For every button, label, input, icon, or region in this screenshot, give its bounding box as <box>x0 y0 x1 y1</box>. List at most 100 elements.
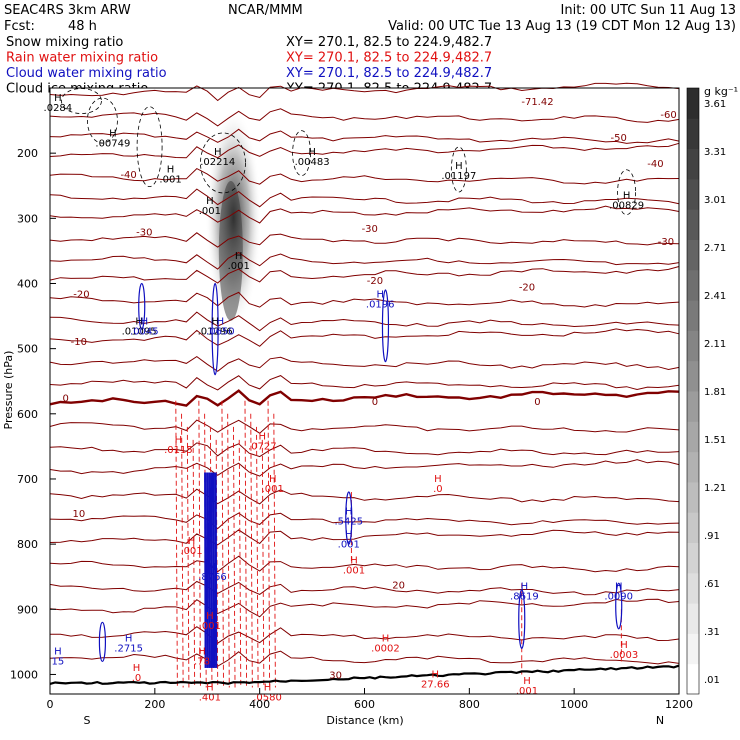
colorbar-bin <box>687 209 699 240</box>
colorbar-bin <box>687 481 699 513</box>
legend-xy: XY= 270.1, 82.5 to 224.9,482.7 <box>286 35 492 50</box>
snow-contours <box>61 88 636 216</box>
colorbar-bin <box>687 451 699 483</box>
colorbar-label: .91 <box>704 531 720 542</box>
max-marker: H <box>206 611 214 622</box>
x-axis-label: Distance (km) <box>326 714 403 727</box>
y-tick-label: 700 <box>17 473 38 486</box>
north-label: N <box>656 714 664 727</box>
temperature-label: -71.42 <box>521 97 553 108</box>
cloud-water-contour <box>615 582 623 630</box>
y-axis-label: Pressure (hPa) <box>2 351 15 430</box>
cloud-water-contour <box>212 472 216 668</box>
rain-contour <box>256 426 259 688</box>
max-marker: H <box>125 634 133 645</box>
max-marker: H <box>269 474 277 485</box>
max-value: .0 <box>433 484 443 495</box>
colorbar-label: 1.81 <box>704 387 726 398</box>
cloud-water-contours <box>98 282 623 668</box>
colorbar-label: .61 <box>704 579 720 590</box>
max-marker: H <box>382 634 390 645</box>
colorbar-label: 1.21 <box>704 483 726 494</box>
max-marker: H <box>188 536 196 547</box>
snow-contour <box>87 97 118 144</box>
ice-core <box>218 180 243 321</box>
y-tick-label: 200 <box>17 147 38 160</box>
temperature-contour <box>49 650 680 667</box>
colorbar-bin <box>687 118 699 150</box>
temperature-contour <box>49 82 680 102</box>
valid-time: Valid: 00 UTC Tue 13 Aug 13 (19 CDT Mon … <box>388 19 736 34</box>
terrain-line <box>49 664 680 685</box>
temperature-contour <box>49 128 680 144</box>
temperature-contour <box>49 512 680 530</box>
temperature-labels: -71.42 -60 -50 -40 -40 -30 -30 -30 -20 -20 -20 -10 0… <box>63 97 677 681</box>
max-marker: H <box>141 316 149 327</box>
temperature-label: 10 <box>72 509 85 520</box>
y-tick-label: 900 <box>17 603 38 616</box>
colorbar-bin <box>687 269 699 301</box>
temperature-contour <box>49 328 680 347</box>
max-value: .0002 <box>371 644 400 655</box>
max-value: .0196 <box>366 300 395 311</box>
max-value: .0045 <box>130 326 159 337</box>
temperature-contour <box>49 142 680 159</box>
temperature-label: 0 <box>63 394 69 405</box>
max-marker: H <box>217 316 225 327</box>
max-value: .001 <box>199 206 221 217</box>
temperature-contour <box>50 626 680 644</box>
fcst-value: 48 h <box>68 19 97 34</box>
temperature-label: -40 <box>120 170 136 181</box>
max-value: .001 <box>180 546 202 557</box>
max-marker: H <box>455 161 463 172</box>
max-value: .78 <box>194 657 210 668</box>
temperature-label: -30 <box>658 237 674 248</box>
temperature-label: -20 <box>73 289 89 300</box>
max-marker: H <box>615 582 623 593</box>
max-marker: H <box>209 562 217 573</box>
max-value: .00483 <box>295 157 330 168</box>
cloud-ice-shading <box>205 108 262 329</box>
x-tick-label: 200 <box>144 698 165 711</box>
y-axis: 200 300 400 500 600 700 800 900 1000 <box>10 147 56 681</box>
cloud-water-contour <box>210 472 214 668</box>
temperature-label: -20 <box>367 276 383 287</box>
cloud-water-contour <box>211 282 219 376</box>
max-marker: H <box>206 196 214 207</box>
cloud-water-contour <box>206 472 209 668</box>
max-marker: H <box>350 555 358 566</box>
temperature-contour <box>49 488 680 505</box>
cloud-water-contour <box>214 472 218 668</box>
rain-contour <box>238 439 242 688</box>
temperature-contours <box>49 82 680 667</box>
legend-entry: Rain water mixing ratio <box>6 51 158 66</box>
rain-contour <box>181 413 184 688</box>
max-value: .0650 <box>206 326 235 337</box>
south-label: S <box>84 714 91 727</box>
max-value: .5425 <box>334 517 363 528</box>
max-value: .01296 <box>198 326 233 337</box>
x-tick-label: 600 <box>354 698 375 711</box>
max-marker: H <box>206 683 214 694</box>
snow-contour <box>292 130 312 177</box>
max-value: .01197 <box>441 171 476 182</box>
colorbar-label: 2.71 <box>704 243 726 254</box>
max-value: .0090 <box>604 592 633 603</box>
colorbar-label: 3.31 <box>704 147 726 158</box>
fcst-label: Fcst: <box>4 19 35 34</box>
temperature-contour <box>49 555 680 573</box>
colorbar-bin <box>687 572 699 604</box>
rain-contour <box>250 413 253 688</box>
temperature-label: -30 <box>362 224 378 235</box>
max-marker: H <box>175 435 183 446</box>
max-value: .0003 <box>610 650 639 661</box>
max-value: .401 <box>199 693 221 704</box>
cloud-water-contour <box>345 491 353 545</box>
legend-entry: Snow mixing ratio <box>6 35 123 50</box>
field-legend: Snow mixing ratio XY= 270.1, 82.5 to 224.… <box>6 35 492 97</box>
colorbar-label: 1.51 <box>704 435 726 446</box>
snow-contour <box>200 132 246 194</box>
y-tick-label: 300 <box>17 212 38 225</box>
